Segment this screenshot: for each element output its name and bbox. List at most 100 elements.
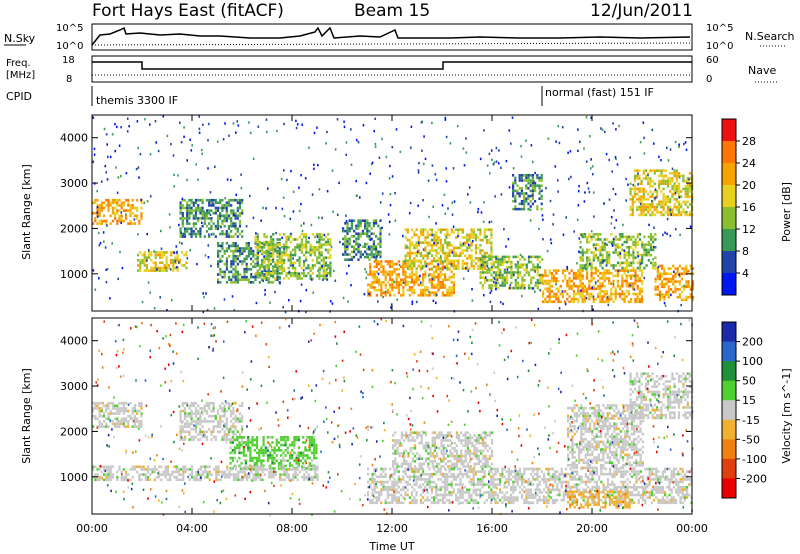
heatmap-cell	[470, 228, 473, 231]
heatmap-cell	[227, 438, 231, 441]
heatmap-cell	[377, 272, 380, 276]
heatmap-cell	[408, 254, 412, 257]
heatmap-cell	[320, 233, 323, 236]
heatmap-cell	[583, 284, 586, 288]
heatmap-cell	[687, 280, 690, 283]
heatmap-cell	[435, 259, 438, 263]
heatmap-cell	[125, 478, 128, 482]
heatmap-cell	[671, 185, 674, 188]
heatmap-cell	[131, 198, 134, 202]
heatmap-cell	[640, 187, 643, 191]
heatmap-cell	[258, 454, 261, 457]
heatmap-cell	[489, 291, 492, 294]
heatmap-cell	[221, 275, 224, 279]
heatmap-cell	[663, 298, 666, 302]
heatmap-cell	[677, 211, 681, 214]
heatmap-cell	[227, 204, 231, 207]
heatmap-cell	[203, 235, 206, 238]
heatmap-cell	[444, 238, 447, 242]
heatmap-cell	[373, 275, 376, 279]
heatmap-cell	[542, 292, 545, 296]
heatmap-cell	[138, 465, 141, 469]
heatmap-cell	[611, 244, 614, 247]
heatmap-cell	[579, 271, 582, 275]
heatmap-cell	[236, 214, 239, 218]
heatmap-cell	[266, 459, 270, 462]
heatmap-cell	[285, 238, 288, 241]
heatmap-cell	[227, 217, 231, 220]
heatmap-cell	[649, 238, 653, 241]
date-title: 12/Jun/2011	[590, 1, 693, 21]
heatmap-cell	[111, 211, 114, 215]
heatmap-cell	[232, 422, 235, 426]
heatmap-cell	[499, 301, 502, 304]
heatmap-cell	[122, 404, 125, 408]
heatmap-cell	[234, 211, 237, 215]
heatmap-cell	[122, 204, 125, 207]
heatmap-cell	[232, 242, 235, 245]
heatmap-cell	[446, 259, 449, 263]
heatmap-cell	[232, 409, 235, 413]
heatmap-cell	[599, 264, 602, 267]
heatmap-cell	[518, 176, 521, 180]
heatmap-cell	[230, 414, 233, 418]
heatmap-cell	[599, 292, 602, 296]
heatmap-cell	[605, 243, 609, 246]
heatmap-cell	[616, 284, 619, 288]
heatmap-cell	[182, 478, 185, 482]
heatmap-cell	[664, 211, 667, 214]
heatmap-cell	[441, 228, 445, 231]
heatmap-cell	[272, 475, 275, 479]
heatmap-cell	[216, 222, 220, 225]
heatmap-cell	[265, 270, 268, 274]
heatmap-cell	[367, 273, 370, 276]
heatmap-cell	[231, 275, 234, 278]
heatmap-cell	[461, 259, 464, 263]
heatmap-cell	[92, 211, 95, 215]
heatmap-cell	[640, 208, 643, 211]
heatmap-cell	[348, 258, 351, 261]
heatmap-cell	[512, 271, 515, 274]
heatmap-cell	[684, 141, 687, 144]
heatmap-cell	[302, 456, 305, 460]
heatmap-cell	[329, 248, 332, 252]
heatmap-cell	[367, 256, 370, 259]
heatmap-cell	[634, 297, 637, 301]
heatmap-cell	[686, 195, 689, 198]
heatmap-cell	[217, 478, 220, 482]
heatmap-cell	[404, 254, 407, 257]
heatmap-cell	[216, 422, 220, 426]
heatmap-cell	[529, 200, 532, 203]
heatmap-cell	[614, 295, 617, 298]
heatmap-cell	[289, 259, 292, 262]
heatmap-cell	[161, 266, 164, 270]
heatmap-cell	[216, 140, 219, 143]
heatmap-cell	[179, 235, 182, 238]
heatmap-cell	[287, 235, 290, 239]
heatmap-cell	[605, 251, 609, 254]
heatmap-cell	[304, 449, 307, 452]
heatmap-cell	[194, 222, 198, 225]
heatmap-cell	[217, 468, 220, 471]
heatmap-cell	[234, 425, 237, 428]
heatmap-cell	[378, 156, 381, 159]
heatmap-cell	[143, 258, 146, 262]
heatmap-cell	[189, 138, 191, 141]
heatmap-cell	[579, 256, 582, 259]
heatmap-cell	[658, 272, 662, 276]
heatmap-cell	[661, 267, 664, 270]
heatmap-cell	[393, 286, 396, 289]
heatmap-cell	[241, 230, 244, 233]
heatmap-cell	[461, 231, 464, 234]
heatmap-cell	[310, 441, 314, 444]
heatmap-cell	[394, 192, 396, 195]
heatmap-cell	[269, 240, 273, 244]
heatmap-cell	[370, 162, 373, 166]
heatmap-cell	[608, 259, 611, 262]
heatmap-cell	[666, 177, 670, 180]
heatmap-cell	[512, 167, 515, 170]
heatmap-cell	[599, 261, 602, 265]
heatmap-cell	[674, 191, 677, 195]
heatmap-cell	[389, 291, 392, 294]
heatmap-cell	[234, 273, 237, 276]
